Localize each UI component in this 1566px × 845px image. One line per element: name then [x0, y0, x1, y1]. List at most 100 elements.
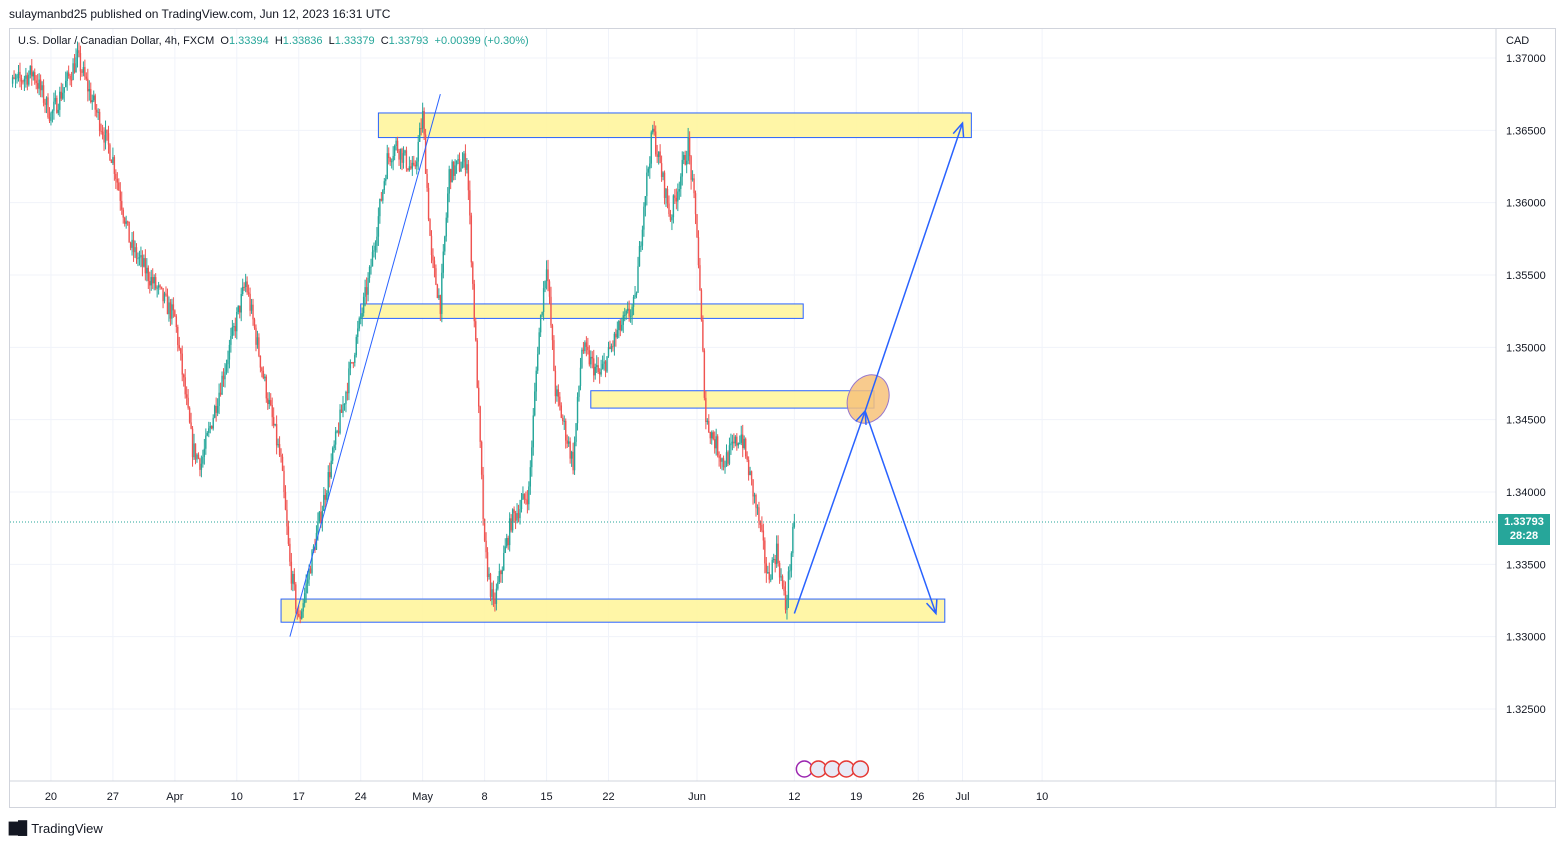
candle-body: [424, 134, 427, 174]
candle-body: [755, 495, 757, 508]
candle-body: [550, 296, 552, 326]
candle-body: [16, 75, 18, 79]
candle-body: [404, 150, 406, 154]
candle-body: [640, 245, 642, 247]
candle-body: [753, 495, 756, 497]
footer-brand[interactable]: TradingView: [31, 820, 103, 836]
candle-body: [764, 540, 766, 564]
projection-target-leg: [864, 122, 964, 412]
last-price-value: 1.33793: [1504, 515, 1544, 528]
candle-body: [634, 294, 636, 298]
candle-body: [386, 153, 388, 179]
candle-body: [187, 397, 189, 408]
candle-body: [554, 370, 557, 397]
candle-body: [537, 354, 539, 371]
candle-body: [90, 89, 92, 103]
candle-body: [601, 363, 604, 369]
zones: [280, 112, 972, 623]
candle-body: [274, 424, 276, 426]
candle-body: [131, 239, 133, 248]
candle-body: [231, 326, 234, 337]
candle-body: [264, 376, 266, 379]
candle-body: [644, 196, 647, 207]
candle-body: [312, 546, 315, 551]
candle-body: [516, 513, 518, 521]
candle-body: [522, 493, 524, 500]
candle-body: [178, 345, 180, 349]
candle-body: [196, 454, 198, 460]
candle-body: [157, 285, 160, 288]
candle-body: [752, 479, 754, 497]
candle-body: [259, 355, 262, 368]
candle-body: [398, 151, 400, 160]
candle-body: [76, 50, 79, 58]
y-tick-label: 1.36500: [1506, 125, 1546, 137]
candle-body: [239, 305, 241, 313]
candle-body: [298, 613, 300, 617]
candle-body: [570, 451, 573, 459]
candle-body: [632, 297, 635, 307]
candle-body: [62, 92, 64, 99]
candle-body: [200, 463, 203, 470]
candle-body: [730, 443, 732, 446]
candle-body: [541, 312, 543, 316]
candle-body: [106, 129, 108, 134]
candle-body: [514, 513, 517, 521]
candle-body: [770, 579, 772, 581]
candle-body: [208, 428, 210, 433]
candle-body: [326, 493, 328, 500]
candle-body: [129, 242, 132, 248]
x-tick-label: 20: [45, 791, 57, 803]
candle-body: [23, 78, 26, 82]
candle-body: [734, 436, 737, 444]
candle-body: [421, 111, 424, 129]
candle-body: [275, 424, 278, 446]
candle-body: [306, 579, 309, 584]
candle-body: [29, 65, 31, 75]
arrowhead-up: [855, 409, 867, 426]
tradingview-logo-icon[interactable]: ▇█: [9, 820, 27, 835]
candle-body: [714, 439, 716, 449]
candle-body: [656, 154, 658, 157]
projection-up-leg: [793, 410, 866, 614]
y-tick-label: 1.36000: [1506, 198, 1546, 210]
candle-body: [419, 128, 421, 142]
candle-body: [268, 400, 270, 405]
candle-body: [749, 471, 751, 476]
candle-body: [693, 178, 695, 194]
candle-body: [293, 573, 296, 585]
candle-body: [495, 588, 498, 604]
candle-body: [457, 158, 459, 161]
candle-body: [544, 280, 546, 289]
x-tick-label: 26: [912, 791, 924, 803]
candle-body: [491, 589, 493, 597]
candle-body: [101, 131, 104, 136]
candle-body: [646, 172, 648, 197]
candle-body: [486, 552, 489, 577]
candle-body: [103, 135, 105, 143]
candle-body: [475, 321, 477, 341]
candle-body: [449, 169, 452, 183]
candle-body: [47, 97, 49, 118]
candle-body: [747, 459, 750, 476]
x-tick-label: May: [412, 791, 433, 803]
candle-body: [121, 200, 123, 210]
currency-label[interactable]: CAD: [1506, 35, 1530, 47]
candle-body: [709, 432, 711, 439]
candle-body: [733, 441, 735, 444]
candle-body: [420, 128, 422, 130]
candle-body: [280, 455, 282, 457]
candle-body: [405, 150, 408, 169]
candle-body: [225, 364, 228, 372]
candle-body: [783, 586, 785, 592]
candle-body: [14, 78, 17, 80]
drawings: [10, 94, 1496, 778]
candle-body: [621, 324, 623, 331]
candle-body: [416, 161, 418, 167]
candle-body: [744, 438, 747, 457]
candle-body: [759, 520, 762, 525]
candle-body: [118, 182, 120, 191]
candle-body: [739, 442, 741, 444]
candle-body: [93, 95, 95, 101]
